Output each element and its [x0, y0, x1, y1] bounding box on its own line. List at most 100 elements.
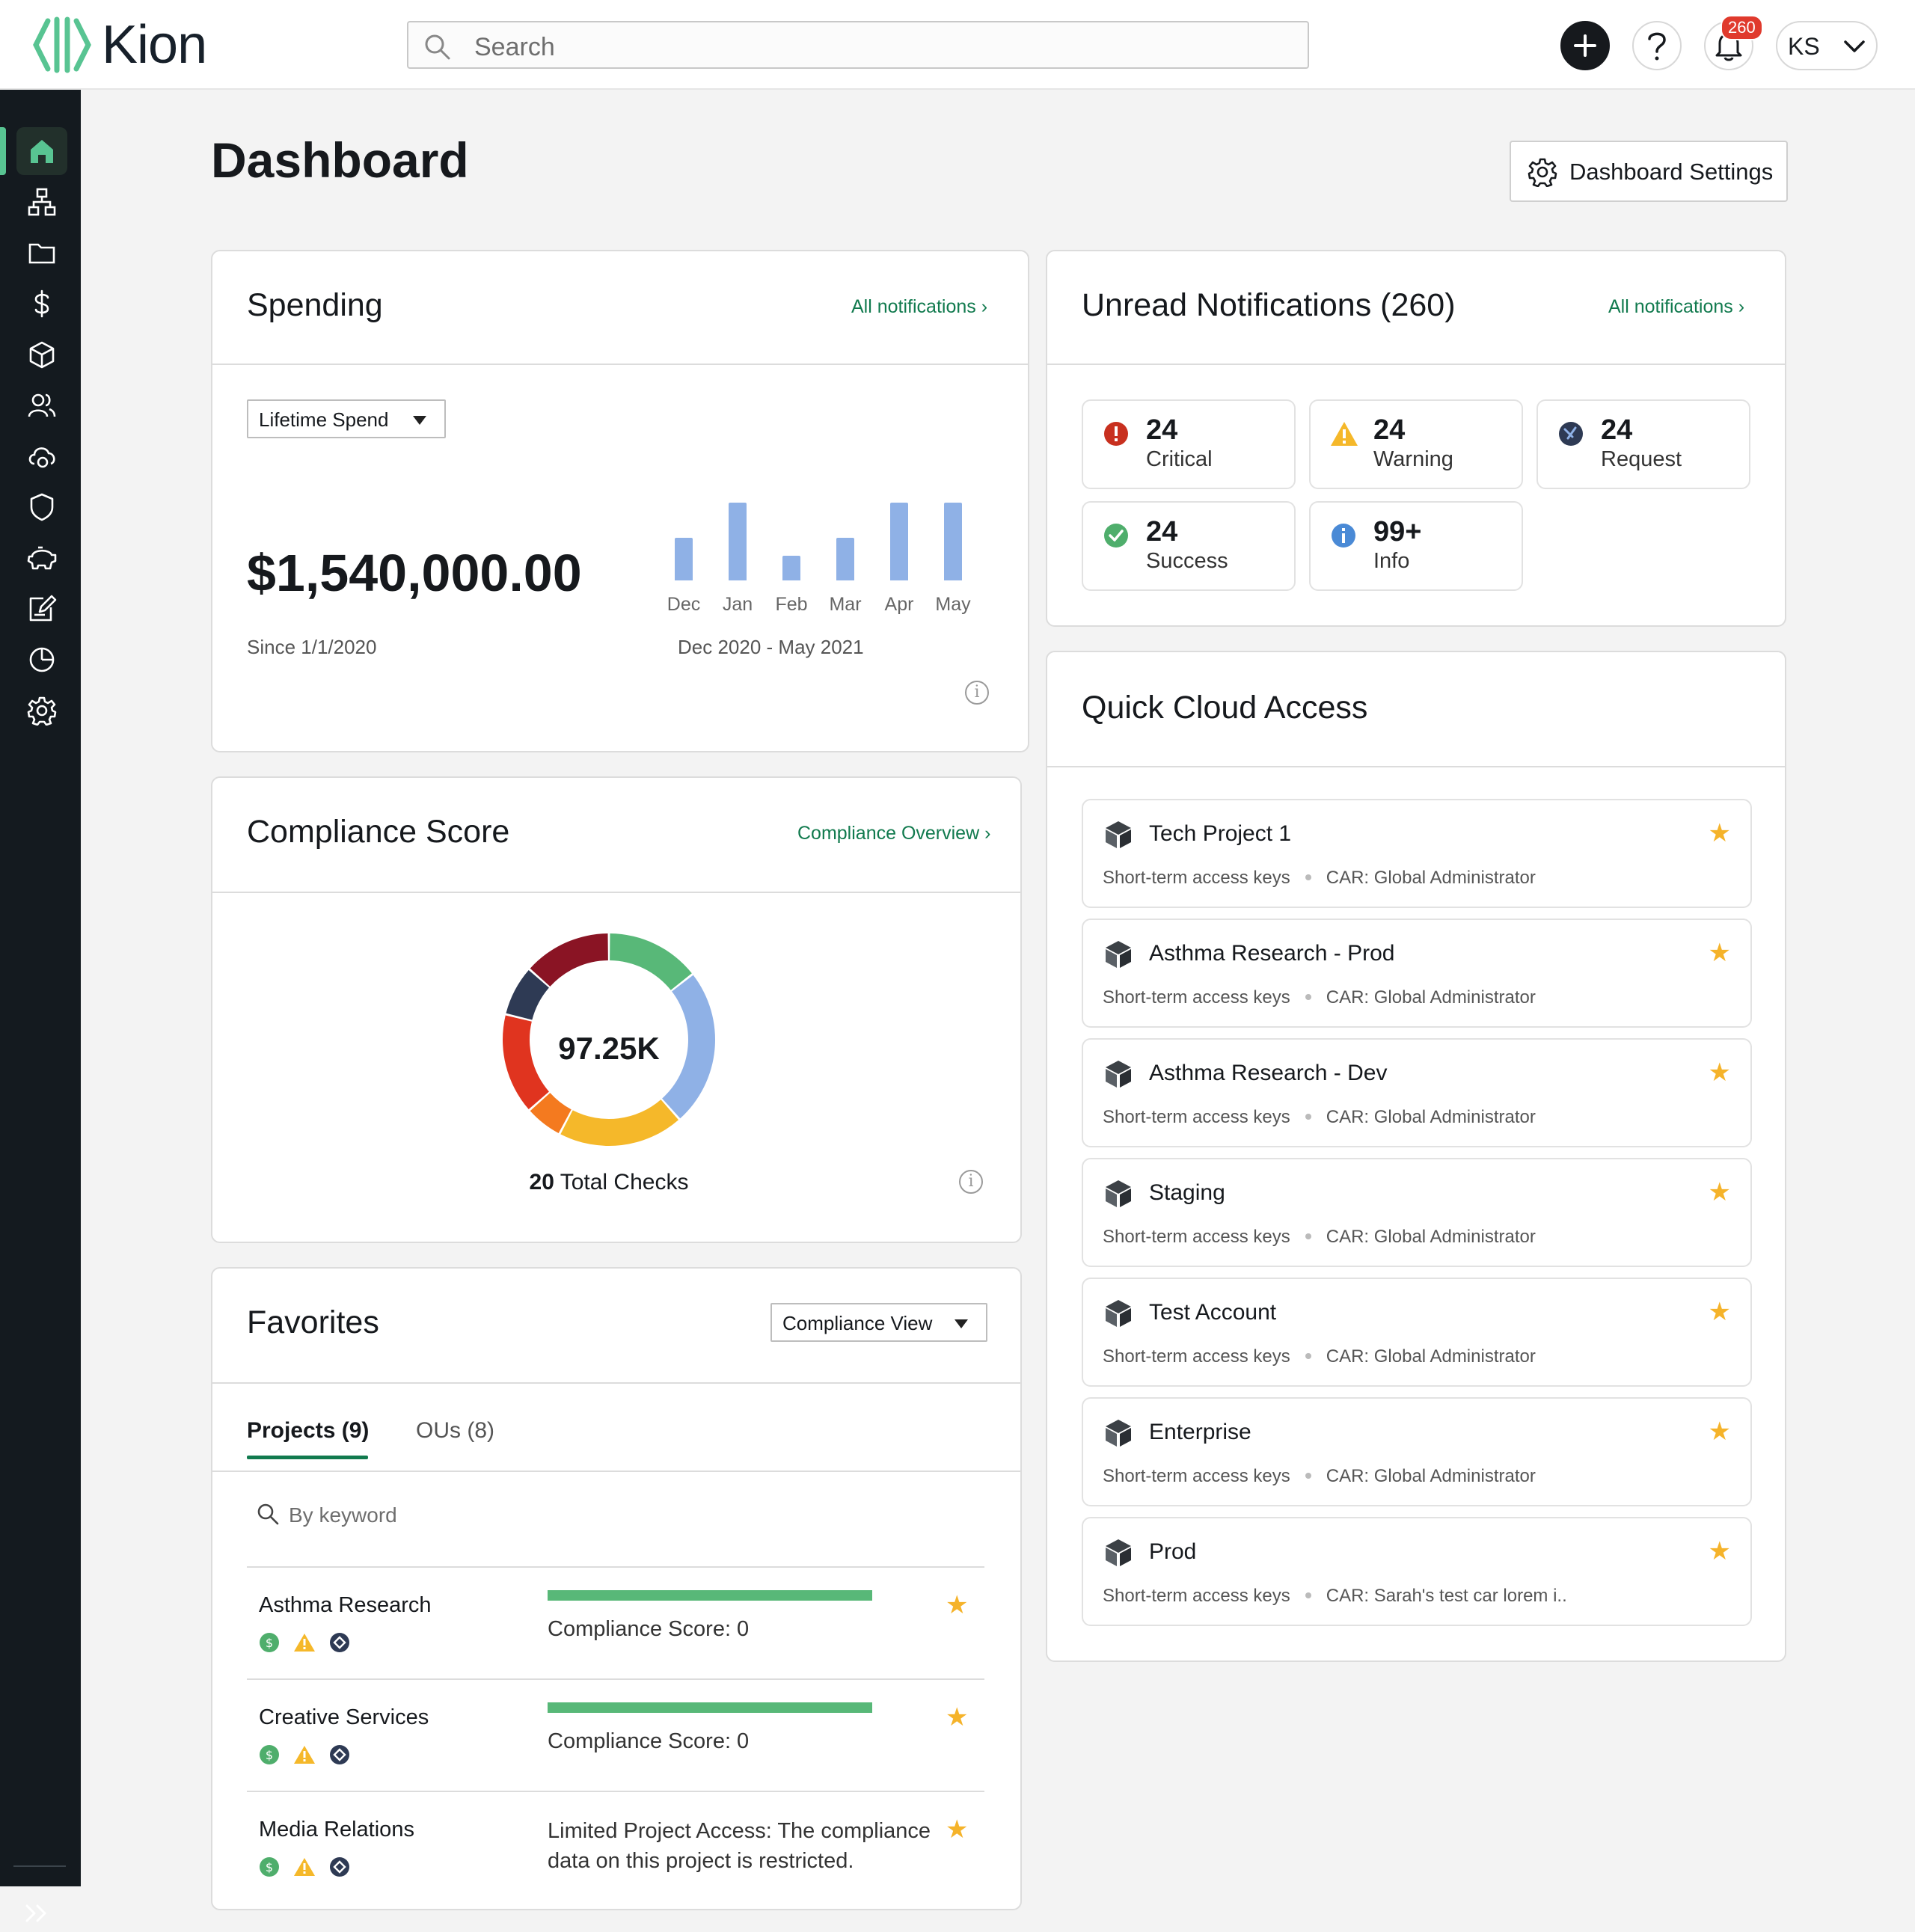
sidebar-item-projects[interactable] [16, 229, 67, 277]
notification-tile-warning[interactable]: 24 Warning [1309, 399, 1523, 489]
spend-bar[interactable] [675, 538, 693, 580]
sidebar-item-settings[interactable] [16, 687, 67, 735]
cube-icon [1106, 1061, 1131, 1088]
add-button[interactable] [1560, 21, 1610, 70]
success-count: 24 [1146, 516, 1178, 548]
spend-since: Since 1/1/2020 [247, 636, 377, 658]
quick-cloud-access-item[interactable]: Test Account Short-term access keys CAR: G… [1082, 1278, 1752, 1387]
caret-down-icon [413, 416, 426, 425]
access-keys-label: Short-term access keys [1103, 1586, 1290, 1606]
edit-note-icon [29, 595, 57, 622]
sidebar-item-spend[interactable] [16, 280, 67, 328]
info-icon[interactable]: i [965, 681, 989, 705]
notifications-all-link[interactable]: All notifications › [1608, 296, 1745, 317]
spend-bar[interactable] [890, 503, 908, 580]
org-chart-icon [28, 188, 56, 216]
donut-slice[interactable] [530, 933, 608, 987]
access-meta: Short-term access keys CAR: Global Admini… [1103, 1107, 1536, 1128]
spend-bar[interactable] [944, 503, 962, 580]
notification-tile-request[interactable]: 24 Request [1536, 399, 1750, 489]
spending-all-notifications-link[interactable]: All notifications › [851, 296, 988, 317]
sidebar-item-organization[interactable] [16, 178, 67, 226]
cube-icon [1106, 1300, 1131, 1327]
donut-slice[interactable] [610, 933, 692, 990]
spend-bar-label: Feb [775, 594, 808, 615]
favorite-row[interactable]: Asthma Research $ Compliance Score: 0 ★ [247, 1566, 984, 1678]
spend-period-value: Lifetime Spend [259, 408, 389, 431]
notification-tile-critical[interactable]: 24 Critical [1082, 399, 1296, 489]
spend-bar[interactable] [836, 538, 854, 580]
favorite-star-icon[interactable]: ★ [1708, 1417, 1731, 1446]
account-name: Asthma Research - Prod [1149, 941, 1395, 966]
favorite-star-icon[interactable]: ★ [946, 1815, 969, 1844]
question-icon [1648, 32, 1666, 61]
sidebar-item-requests[interactable] [16, 585, 67, 633]
favorite-star-icon[interactable]: ★ [1708, 939, 1731, 967]
spending-title: Spending [247, 287, 383, 323]
account-name: Test Account [1149, 1300, 1277, 1325]
tab-ous[interactable]: OUs (8) [416, 1418, 494, 1443]
sidebar-item-home[interactable] [16, 127, 67, 175]
notification-tile-success[interactable]: 24 Success [1082, 501, 1296, 591]
donut-slice[interactable] [503, 1015, 549, 1110]
favorite-star-icon[interactable]: ★ [1708, 1058, 1731, 1087]
sidebar-expand-button[interactable] [21, 1898, 54, 1932]
quick-cloud-access-item[interactable]: Enterprise Short-term access keys CAR: Glo… [1082, 1397, 1752, 1506]
favorite-status-icons: $ [259, 1744, 350, 1765]
favorites-view-select[interactable]: Compliance View [770, 1303, 987, 1342]
sidebar-item-savings[interactable] [16, 534, 67, 582]
donut-slice[interactable] [506, 969, 549, 1020]
access-meta: Short-term access keys CAR: Global Admini… [1103, 868, 1536, 889]
tab-projects[interactable]: Projects (9) [247, 1418, 370, 1443]
quick-cloud-access-item[interactable]: Staging Short-term access keys CAR: Global… [1082, 1158, 1752, 1267]
quick-cloud-access-item[interactable]: Asthma Research - Prod Short-term access … [1082, 919, 1752, 1028]
sidebar-item-compliance[interactable] [16, 483, 67, 531]
favorites-card: Favorites Compliance View Projects (9) O… [211, 1267, 1022, 1910]
sidebar-item-users[interactable] [16, 381, 67, 429]
donut-slice[interactable] [560, 1100, 679, 1146]
quick-cloud-access-item[interactable]: Tech Project 1 Short-term access keys CAR:… [1082, 799, 1752, 908]
warning-icon [294, 1858, 315, 1876]
favorite-row[interactable]: Creative Services $ Compliance Score: 0 … [247, 1678, 984, 1791]
access-keys-label: Short-term access keys [1103, 1227, 1290, 1247]
spend-period-select[interactable]: Lifetime Spend [247, 399, 446, 438]
info-icon[interactable]: i [959, 1170, 983, 1194]
car-label: CAR: Global Administrator [1326, 1227, 1536, 1247]
favorite-star-icon[interactable]: ★ [1708, 819, 1731, 847]
donut-slice[interactable] [530, 1093, 572, 1134]
favorite-star-icon[interactable]: ★ [1708, 1178, 1731, 1206]
sidebar-item-cloud-management[interactable] [16, 432, 67, 480]
notifications-title: Unread Notifications (260) [1082, 287, 1456, 323]
favorite-star-icon[interactable]: ★ [1708, 1537, 1731, 1565]
quick-cloud-access-item[interactable]: Asthma Research - Dev Short-term access k… [1082, 1038, 1752, 1147]
favorites-search-placeholder: By keyword [289, 1503, 397, 1527]
notification-tile-info[interactable]: 99+ Info [1309, 501, 1523, 591]
spend-bar[interactable] [782, 556, 800, 580]
favorite-star-icon[interactable]: ★ [946, 1591, 969, 1619]
favorite-star-icon[interactable]: ★ [1708, 1298, 1731, 1326]
user-menu-button[interactable]: KS [1776, 21, 1878, 70]
tabs-divider [212, 1471, 1020, 1472]
limited-access-text: Limited Project Access: The compliance d… [548, 1819, 931, 1873]
favorites-search-input[interactable] [247, 1488, 984, 1541]
account-name: Staging [1149, 1180, 1225, 1205]
svg-text:$: $ [266, 1748, 273, 1762]
dashboard-settings-button[interactable]: Dashboard Settings [1510, 141, 1788, 202]
favorite-name: Media Relations [259, 1818, 414, 1841]
separator-dot [1305, 1113, 1311, 1120]
quick-cloud-access-item[interactable]: Prod Short-term access keys CAR: Sarah's t… [1082, 1517, 1752, 1626]
sidebar [0, 90, 81, 1922]
users-icon [28, 393, 56, 417]
donut-slice[interactable] [662, 975, 715, 1119]
spend-bar[interactable] [729, 503, 747, 580]
favorite-row[interactable]: Media Relations $ Limited Project Access… [247, 1791, 984, 1903]
favorite-star-icon[interactable]: ★ [946, 1703, 969, 1732]
quick-cloud-access-header: Quick Cloud Access [1047, 652, 1785, 767]
global-search-input[interactable]: Search [407, 21, 1309, 69]
help-button[interactable] [1632, 21, 1682, 70]
compliance-overview-link[interactable]: Compliance Overview › [797, 823, 991, 844]
sidebar-item-reports[interactable] [16, 636, 67, 684]
kion-logo[interactable]: Kion [33, 16, 207, 73]
sidebar-item-accounts[interactable] [16, 331, 67, 378]
access-keys-label: Short-term access keys [1103, 1346, 1290, 1367]
